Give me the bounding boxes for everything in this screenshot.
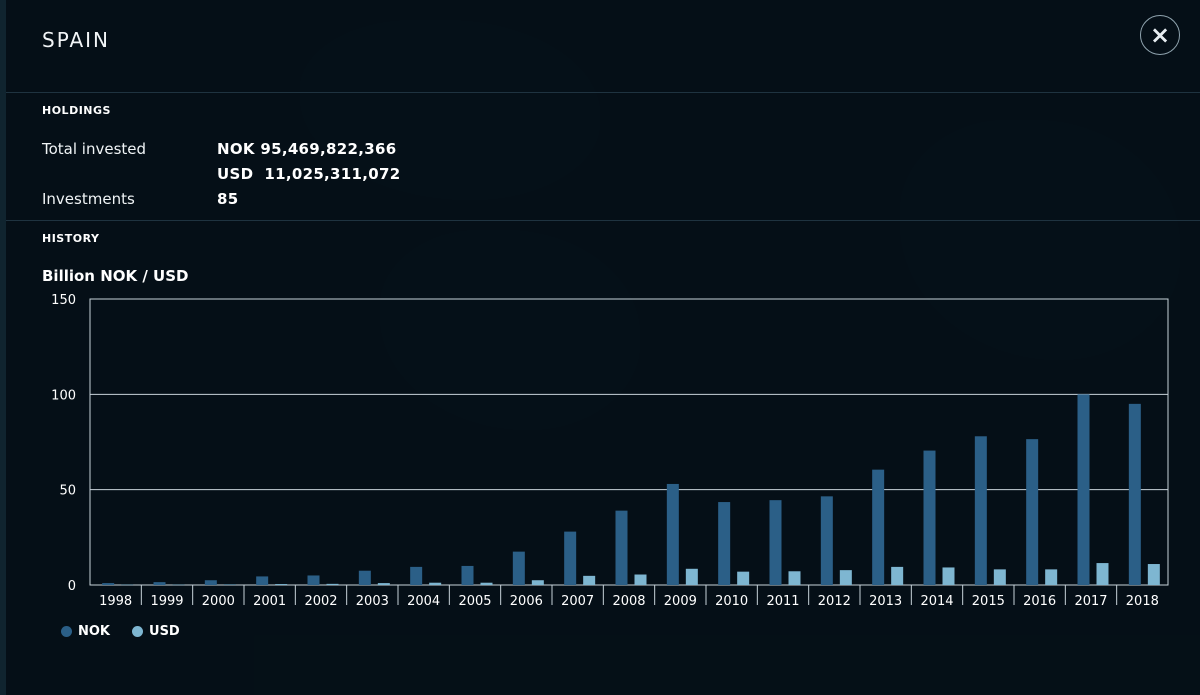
bar-nok-2002 (307, 575, 320, 585)
bar-nok-2004 (410, 566, 423, 585)
x-tick-label: 2013 (869, 594, 902, 609)
bar-usd-2003 (377, 583, 390, 585)
bar-usd-2010 (737, 571, 750, 585)
y-tick-label: 50 (59, 484, 76, 499)
bar-usd-2000 (223, 584, 236, 585)
x-tick-label: 2004 (407, 594, 440, 609)
bar-usd-2017 (1096, 563, 1109, 585)
bar-usd-2014 (942, 567, 955, 585)
x-tick-label: 2000 (202, 594, 235, 609)
legend-label-nok: NOK (78, 624, 111, 639)
bar-usd-2007 (583, 575, 596, 585)
plot-frame (89, 298, 1169, 586)
total-invested-label: Total invested (42, 140, 147, 158)
bar-usd-2002 (326, 583, 339, 585)
bar-usd-2015 (993, 569, 1006, 585)
bar-usd-1999 (172, 584, 185, 586)
x-tick-label: 2014 (920, 594, 953, 609)
x-tick-label: 2017 (1074, 594, 1107, 609)
bar-usd-2001 (275, 584, 288, 585)
x-tick-label: 2011 (766, 594, 799, 609)
holdings-divider (6, 220, 1200, 221)
close-icon: × (1149, 21, 1171, 49)
legend-item-usd[interactable]: USD (132, 624, 180, 639)
y-tick-label: 0 (68, 579, 76, 594)
holdings-heading: HOLDINGS (42, 104, 111, 117)
bar-usd-2012 (839, 570, 852, 585)
chart-unit-label: Billion NOK / USD (42, 267, 189, 285)
bar-nok-2001 (256, 576, 269, 585)
bar-usd-2008 (634, 574, 647, 585)
x-tick-label: 2015 (972, 594, 1005, 609)
bar-nok-2003 (358, 570, 371, 585)
x-tick-label: 2018 (1126, 594, 1159, 609)
x-tick-label: 2016 (1023, 594, 1056, 609)
bar-usd-2013 (891, 566, 904, 585)
bar-usd-2006 (531, 580, 544, 585)
legend-item-nok[interactable]: NOK (61, 624, 110, 639)
bar-nok-1998 (102, 583, 115, 585)
bar-usd-2011 (788, 571, 801, 585)
history-heading: HISTORY (42, 232, 100, 245)
bar-usd-2005 (480, 582, 493, 585)
investments-value: 85 (217, 190, 239, 208)
close-button[interactable]: × (1140, 15, 1180, 55)
x-tick-label: 1999 (150, 594, 183, 609)
bar-nok-2015 (974, 436, 987, 585)
x-tick-label: 2003 (356, 594, 389, 609)
bar-nok-2007 (564, 531, 577, 585)
bar-usd-2009 (685, 568, 698, 585)
x-tick-label: 2006 (510, 594, 543, 609)
legend-label-usd: USD (149, 624, 180, 639)
x-tick-label: 2012 (818, 594, 851, 609)
bar-nok-2012 (820, 496, 833, 585)
x-tick-label: 2009 (664, 594, 697, 609)
bar-usd-2004 (429, 582, 442, 585)
bar-nok-2014 (923, 450, 936, 585)
x-tick-label: 2010 (715, 594, 748, 609)
legend-swatch-nok (61, 626, 72, 637)
bar-nok-2013 (872, 469, 885, 585)
bar-nok-2000 (204, 580, 217, 585)
bar-nok-2009 (666, 483, 679, 585)
title-divider (6, 92, 1200, 93)
x-tick-label: 2007 (561, 594, 594, 609)
bar-nok-2008 (615, 510, 628, 585)
x-tick-label: 2005 (458, 594, 491, 609)
y-tick-label: 150 (51, 293, 76, 308)
country-modal: SPAIN × HOLDINGS Total invested NOK 95,4… (6, 0, 1200, 695)
legend-swatch-usd (132, 626, 144, 637)
x-tick-label: 1998 (99, 594, 132, 609)
x-tick-label: 2001 (253, 594, 286, 609)
bar-nok-2005 (461, 565, 474, 585)
bar-usd-2018 (1147, 564, 1160, 585)
total-invested-usd: USD 11,025,311,072 (217, 165, 401, 183)
bar-nok-2010 (718, 502, 731, 585)
bar-nok-2016 (1026, 439, 1039, 585)
total-invested-nok: NOK 95,469,822,366 (217, 140, 397, 158)
x-tick-label: 2008 (612, 594, 645, 609)
investments-label: Investments (42, 190, 135, 208)
x-tick-label: 2002 (304, 594, 337, 609)
bar-nok-2017 (1077, 394, 1090, 585)
y-tick-label: 100 (51, 388, 76, 403)
bar-usd-2016 (1045, 569, 1058, 585)
bar-nok-2006 (512, 551, 525, 585)
bar-nok-1999 (153, 582, 166, 585)
chart-legend: NOK USD (61, 624, 180, 639)
bar-usd-1998 (121, 584, 134, 586)
modal-title: SPAIN (42, 28, 111, 52)
bar-nok-2018 (1128, 403, 1141, 585)
history-bar-chart: 0 50 100 150 1998 1999 2000 2001 2002 2003 2004 200… (51, 293, 1169, 609)
bar-nok-2011 (769, 500, 782, 585)
